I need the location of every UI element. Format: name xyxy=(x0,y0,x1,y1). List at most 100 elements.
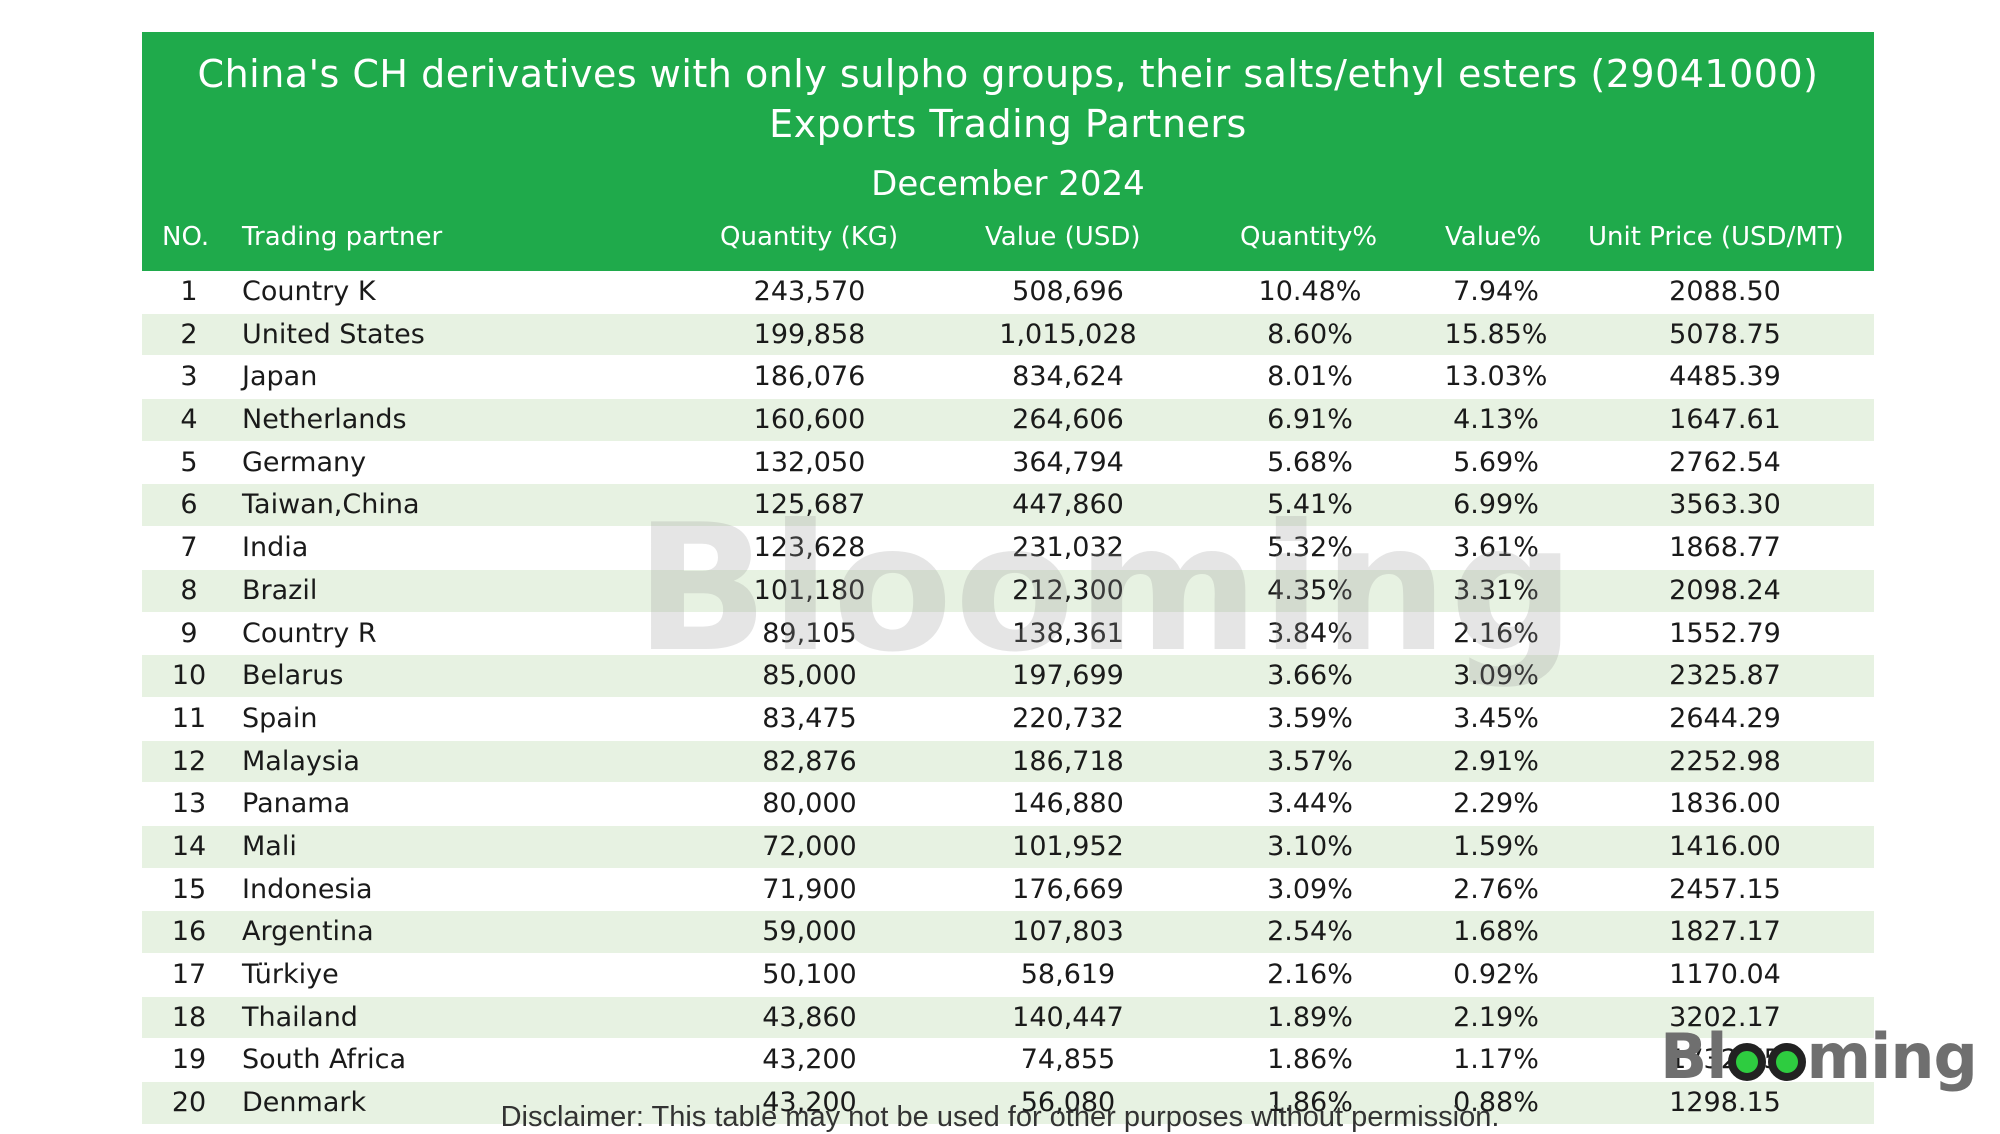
cell-quantity: 125,687 xyxy=(753,489,866,521)
table-row: 19 South Africa 43,200 74,855 1.86% 1.17% 1732… xyxy=(142,1039,1874,1083)
cell-value: 74,855 xyxy=(1020,1044,1116,1076)
table-row: 7 India 123,628 231,032 5.32% 3.61% 1868.77 xyxy=(142,527,1874,570)
cell-partner: Denmark xyxy=(242,1087,367,1119)
cell-partner: Indonesia xyxy=(242,873,373,905)
table-title-line-1: China's CH derivatives with only sulpho … xyxy=(197,52,1819,96)
cell-value-pct: 5.69% xyxy=(1453,446,1539,478)
table-row: 5 Germany 132,050 364,794 5.68% 5.69% 2762.54 xyxy=(142,441,1874,485)
cell-quantity-pct: 2.54% xyxy=(1267,916,1353,948)
table-row: 11 Spain 83,475 220,732 3.59% 3.45% 2644.29 xyxy=(142,697,1874,741)
cell-partner: India xyxy=(242,532,309,564)
cell-quantity-pct: 8.01% xyxy=(1267,361,1353,393)
cell-quantity-pct: 10.48% xyxy=(1258,276,1362,307)
cell-quantity: 132,050 xyxy=(753,446,866,478)
cell-partner: Brazil xyxy=(242,574,318,606)
cell-value: 140,447 xyxy=(1012,1001,1124,1033)
cell-no: 7 xyxy=(180,532,198,564)
cell-quantity-pct: 5.68% xyxy=(1267,446,1353,478)
cell-value: 834,624 xyxy=(1012,361,1124,393)
cell-quantity-pct: 6.91% xyxy=(1267,404,1353,436)
cell-no: 13 xyxy=(171,788,207,820)
cell-value-pct: 2.19% xyxy=(1453,1001,1539,1033)
cell-quantity-pct: 8.60% xyxy=(1267,318,1353,350)
cell-value: 508,696 xyxy=(1012,276,1124,307)
cell-unit-price: 1836.00 xyxy=(1669,788,1781,820)
cell-no: 6 xyxy=(180,489,198,521)
cell-value-pct: 1.68% xyxy=(1453,916,1539,948)
cell-quantity: 243,570 xyxy=(753,276,866,307)
cell-quantity: 50,100 xyxy=(762,959,857,990)
cell-partner: Netherlands xyxy=(242,404,407,436)
cell-quantity-pct: 3.10% xyxy=(1267,830,1353,862)
cell-value-pct: 3.61% xyxy=(1453,532,1539,564)
cell-value: 1,015,028 xyxy=(999,318,1137,350)
table-row: 1 Country K 243,570 508,696 10.48% 7.94% 2088.… xyxy=(142,271,1874,314)
cell-no: 1 xyxy=(180,276,198,307)
cell-quantity-pct: 3.66% xyxy=(1267,660,1353,692)
cell-quantity-pct: 1.86% xyxy=(1267,1044,1353,1076)
cell-no: 11 xyxy=(171,702,207,734)
cell-partner: Spain xyxy=(242,702,318,734)
cell-partner: Belarus xyxy=(242,660,344,692)
cell-quantity: 43,200 xyxy=(762,1044,857,1076)
cell-value: 176,669 xyxy=(1012,873,1124,905)
cell-quantity-pct: 5.32% xyxy=(1267,532,1353,564)
cell-quantity: 43,200 xyxy=(762,1087,857,1119)
col-header-partner: Trading partner xyxy=(242,222,443,252)
cell-unit-price: 2325.87 xyxy=(1669,660,1781,692)
cell-value: 58,619 xyxy=(1020,959,1116,990)
cell-quantity: 72,000 xyxy=(762,830,857,862)
cell-partner: Taiwan,China xyxy=(242,489,420,521)
cell-partner: Country R xyxy=(242,617,377,649)
col-header-unit-price: Unit Price (USD/MT) xyxy=(1588,222,1844,252)
cell-quantity: 186,076 xyxy=(753,361,866,393)
cell-quantity-pct: 4.35% xyxy=(1267,574,1353,606)
cell-value: 447,860 xyxy=(1012,489,1124,521)
cell-unit-price: 2762.54 xyxy=(1669,446,1781,478)
cell-partner: South Africa xyxy=(242,1044,407,1076)
blooming-logo: Bl ming xyxy=(1660,1020,1978,1093)
table-row: 18 Thailand 43,860 140,447 1.89% 2.19% 3202.17 xyxy=(142,996,1874,1040)
cell-no: 17 xyxy=(171,959,207,990)
table-row: 15 Indonesia 71,900 176,669 3.09% 2.76% 2457.1… xyxy=(142,868,1874,912)
col-header-no: NO. xyxy=(162,222,210,252)
cell-quantity: 89,105 xyxy=(762,617,857,649)
cell-quantity-pct: 5.41% xyxy=(1267,489,1353,521)
cell-value-pct: 13.03% xyxy=(1444,361,1548,393)
cell-unit-price: 1416.00 xyxy=(1669,830,1781,862)
table-header: China's CH derivatives with only sulpho … xyxy=(142,32,1874,271)
cell-value-pct: 7.94% xyxy=(1453,276,1539,307)
logo-dot-icon xyxy=(1767,1043,1806,1081)
cell-partner: Country K xyxy=(242,276,376,307)
cell-unit-price: 4485.39 xyxy=(1669,361,1781,393)
cell-partner: Mali xyxy=(242,830,297,862)
cell-value-pct: 3.31% xyxy=(1453,574,1539,606)
col-header-value-pct: Value% xyxy=(1445,222,1542,252)
cell-unit-price: 3202.17 xyxy=(1669,1001,1781,1033)
cell-quantity-pct: 3.57% xyxy=(1267,745,1353,777)
cell-value-pct: 2.76% xyxy=(1453,873,1539,905)
cell-partner: Malaysia xyxy=(242,745,360,777)
table-subtitle: December 2024 xyxy=(871,164,1145,204)
cell-no: 18 xyxy=(171,1001,207,1033)
cell-partner: Thailand xyxy=(242,1001,358,1033)
cell-unit-price: 2644.29 xyxy=(1669,702,1781,734)
cell-no: 20 xyxy=(171,1087,207,1119)
cell-value: 197,699 xyxy=(1012,660,1124,692)
table-row: 9 Country R 89,105 138,361 3.84% 2.16% 1552.79 xyxy=(142,612,1874,656)
cell-unit-price: 1298.15 xyxy=(1669,1087,1781,1119)
cell-partner: Türkiye xyxy=(242,959,339,990)
table-row: 12 Malaysia 82,876 186,718 3.57% 2.91% 2252.98 xyxy=(142,740,1874,784)
cell-quantity-pct: 3.09% xyxy=(1267,873,1353,905)
cell-partner: United States xyxy=(242,318,425,350)
cell-no: 9 xyxy=(180,617,198,649)
cell-quantity: 85,000 xyxy=(762,660,857,692)
cell-value-pct: 3.45% xyxy=(1453,702,1539,734)
cell-value-pct: 3.09% xyxy=(1453,660,1539,692)
cell-no: 2 xyxy=(180,318,198,350)
cell-value: 146,880 xyxy=(1012,788,1124,820)
cell-value: 107,803 xyxy=(1012,916,1124,948)
table-row: 4 Netherlands 160,600 264,606 6.91% 4.13% 1647… xyxy=(142,399,1874,442)
cell-value-pct: 2.16% xyxy=(1453,617,1539,649)
cell-value-pct: 2.29% xyxy=(1453,788,1539,820)
